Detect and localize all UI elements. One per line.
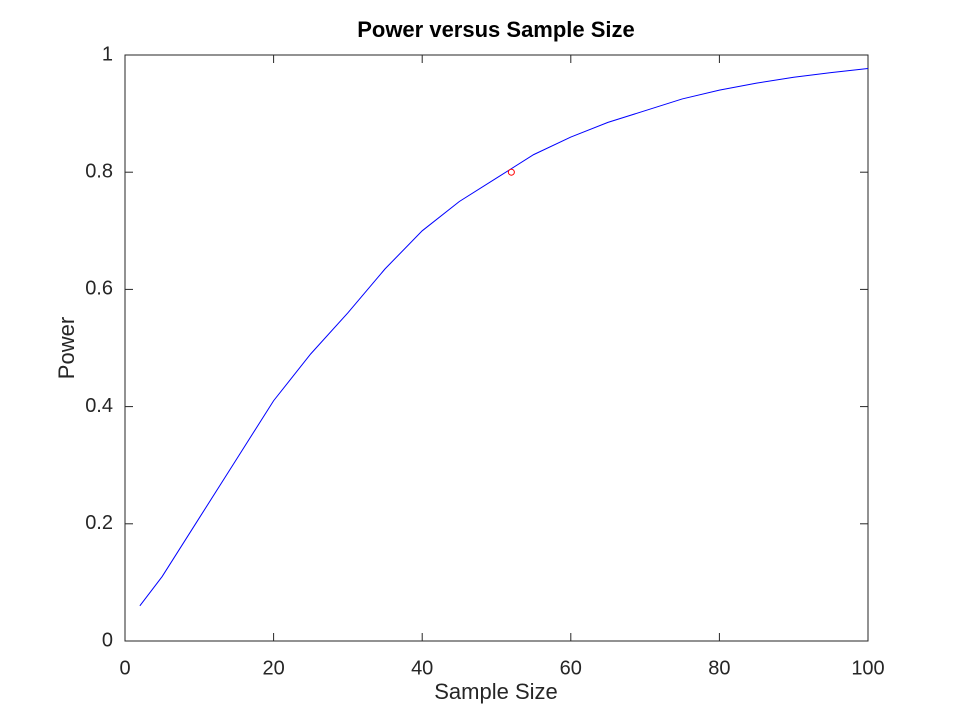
y-tick-label: 0.2: [85, 512, 113, 534]
y-tick-label: 1: [102, 43, 113, 65]
x-tick-label: 60: [560, 657, 582, 679]
x-tick-label: 80: [708, 657, 730, 679]
y-tick-label: 0.6: [85, 278, 113, 300]
y-tick-label: 0.4: [85, 395, 113, 417]
plot-area: [124, 54, 869, 642]
y-tick-label: 0.8: [85, 160, 113, 182]
x-axis-label: Sample Size: [434, 679, 558, 704]
x-tick-label: 20: [262, 657, 284, 679]
chart-title: Power versus Sample Size: [357, 17, 635, 42]
data-point: [507, 168, 515, 176]
x-tick-label: 100: [851, 657, 884, 679]
x-tick-label: 0: [119, 657, 130, 679]
data-line: [139, 67, 869, 607]
y-axis-label: Power: [54, 317, 79, 379]
x-tick-label: 40: [411, 657, 433, 679]
y-tick-label: 0: [102, 629, 113, 651]
